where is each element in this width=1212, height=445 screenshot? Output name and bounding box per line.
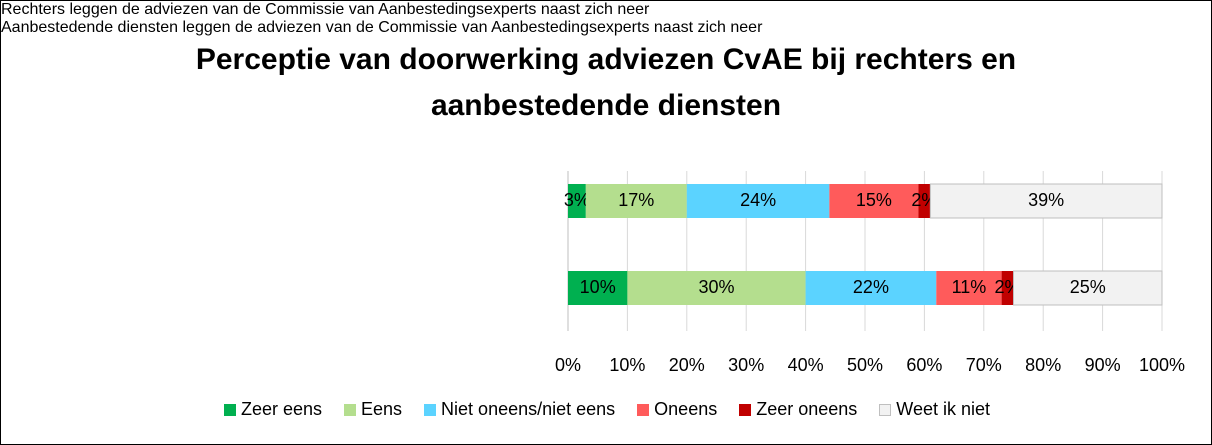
x-tick-label: 0% <box>555 355 581 375</box>
legend-label: Eens <box>361 399 403 419</box>
data-label: 15% <box>856 190 892 210</box>
data-label: 11% <box>952 277 987 297</box>
data-label: 24% <box>740 190 776 210</box>
legend-item: Weet ik niet <box>879 399 990 420</box>
x-tick-label: 100% <box>1139 355 1185 375</box>
chart-title: Perceptie van doorwerking adviezen CvAE … <box>195 43 1017 122</box>
legend-item: Oneens <box>637 399 717 420</box>
bar-segment <box>805 271 937 305</box>
bar-segment <box>829 184 919 218</box>
x-tick-label: 30% <box>728 355 764 375</box>
x-tick-label: 40% <box>788 355 824 375</box>
legend-swatch <box>637 403 650 416</box>
data-label: 10% <box>580 277 616 297</box>
bar-segment <box>627 271 806 305</box>
x-tick-label: 80% <box>1025 355 1061 375</box>
bar-segment <box>585 184 687 218</box>
legend-item: Niet oneens/niet eens <box>424 399 615 420</box>
bar-segment <box>568 184 586 218</box>
x-tick-label: 50% <box>847 355 883 375</box>
x-tick-label: 90% <box>1085 355 1121 375</box>
bar-segment <box>929 183 1163 219</box>
bar-segment <box>568 271 628 305</box>
legend-swatch <box>223 403 236 416</box>
legend-label: Zeer oneens <box>756 399 858 419</box>
bar-segment <box>936 271 1002 305</box>
x-tick-label: 20% <box>669 355 705 375</box>
x-tick-label: 60% <box>906 355 942 375</box>
x-tick-label: 70% <box>966 355 1002 375</box>
legend-swatch <box>424 403 437 416</box>
data-label: 25% <box>1070 277 1106 297</box>
legend-label: Oneens <box>654 399 718 419</box>
data-label: 17% <box>618 190 654 210</box>
data-label: 22% <box>853 277 889 297</box>
bar-segment <box>1013 270 1163 306</box>
legend-item: Zeer eens <box>223 399 323 420</box>
legend-swatch <box>739 403 752 416</box>
category-label: Rechters leggen de adviezen van de Commi… <box>1 1 650 18</box>
legend-item: Eens <box>344 399 402 420</box>
bar-segment <box>1001 271 1014 305</box>
legend-label: Niet oneens/niet eens <box>441 399 616 419</box>
x-tick-label: 10% <box>609 355 645 375</box>
legend-label: Zeer eens <box>240 399 323 419</box>
legend-label: Weet ik niet <box>896 399 991 419</box>
legend-swatch <box>879 403 892 416</box>
legend-swatch <box>344 403 357 416</box>
data-label: 30% <box>698 277 734 297</box>
category-label: Aanbestedende diensten leggen de advieze… <box>1 19 763 36</box>
bar-segment <box>918 184 931 218</box>
legend-item: Zeer oneens <box>739 399 857 420</box>
data-label: 3% <box>564 190 590 210</box>
bar-segment <box>686 184 830 218</box>
data-label: 39% <box>1028 190 1064 210</box>
legend: Zeer eens Eens Niet oneens/niet eens Oneens… <box>1 399 1211 420</box>
